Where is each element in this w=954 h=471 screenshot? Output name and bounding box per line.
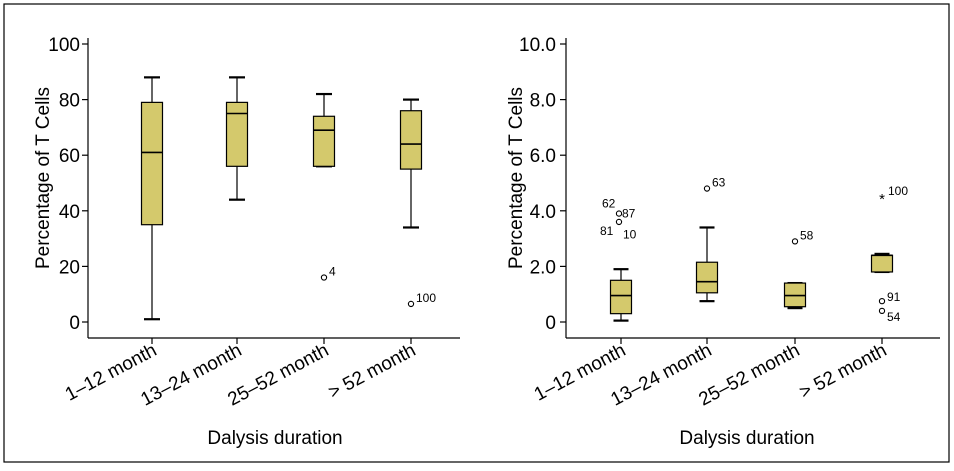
figure-frame	[3, 3, 950, 463]
y-tick-label: 100	[48, 35, 80, 56]
box	[399, 110, 423, 170]
left-x-axis-title: Dalysis duration	[207, 428, 342, 449]
box	[870, 254, 894, 273]
y-tick-label: 20	[59, 257, 80, 278]
y-tick-label: 0	[69, 313, 80, 334]
y-tick-label: 80	[59, 91, 80, 112]
box	[312, 115, 336, 167]
y-tick-label: 10.0	[519, 35, 556, 56]
outlier-label: 4	[329, 265, 336, 279]
box-group	[225, 76, 249, 201]
outlier-label: 58	[800, 228, 814, 242]
outlier-label: 63	[712, 176, 726, 190]
y-tick-label: 8.0	[530, 91, 556, 112]
outlier-point	[407, 300, 415, 308]
box-group: 58	[783, 228, 814, 310]
outlier-label: 100	[416, 291, 436, 305]
box-group: 62 87 81 10	[600, 197, 637, 322]
category-label: 25–52 month	[696, 340, 804, 411]
outlier-label: 10	[623, 227, 637, 241]
box-group: 4	[312, 92, 336, 281]
category-label: > 52 month	[325, 340, 419, 403]
outlier-point	[615, 218, 623, 226]
outlier-label: 81	[600, 224, 614, 238]
category-label: > 52 month	[796, 340, 890, 403]
y-tick-label: 0	[545, 313, 556, 334]
outlier-label: 87	[622, 207, 636, 221]
box-group: * 100 91 54	[870, 184, 908, 324]
y-tick-label: 2.0	[530, 257, 556, 278]
box-group: 63	[695, 176, 726, 303]
outlier-label: 62	[602, 197, 616, 211]
left-y-axis-title: Percentage of T Cells	[33, 87, 54, 269]
outlier-point	[703, 185, 711, 192]
outlier-point	[615, 210, 623, 217]
left-boxplot-panel: Percentage of T Cells Dalysis duration 0…	[33, 35, 460, 449]
y-tick-label: 6.0	[530, 146, 556, 167]
outlier-point	[791, 238, 799, 245]
y-tick-label: 60	[59, 146, 80, 167]
extreme-point: *	[879, 191, 885, 208]
box	[695, 261, 719, 294]
right-x-axis-title: Dalysis duration	[679, 428, 814, 449]
right-boxplot-panel: Percentage of T Cells Dalysis duration 0…	[506, 35, 940, 449]
box-group: 100	[399, 98, 436, 308]
outlier-point	[878, 297, 886, 305]
outlier-point	[320, 274, 328, 281]
box	[609, 279, 633, 315]
box-group	[140, 76, 164, 321]
y-tick-label: 40	[59, 202, 80, 223]
outlier-label: 54	[887, 310, 901, 324]
box	[140, 101, 164, 226]
outlier-point	[878, 307, 886, 315]
outlier-label: 100	[888, 184, 908, 198]
y-tick-label: 4.0	[530, 202, 556, 223]
right-y-axis-title: Percentage of T Cells	[506, 87, 527, 269]
box	[225, 101, 249, 167]
outlier-label: 91	[887, 290, 901, 304]
